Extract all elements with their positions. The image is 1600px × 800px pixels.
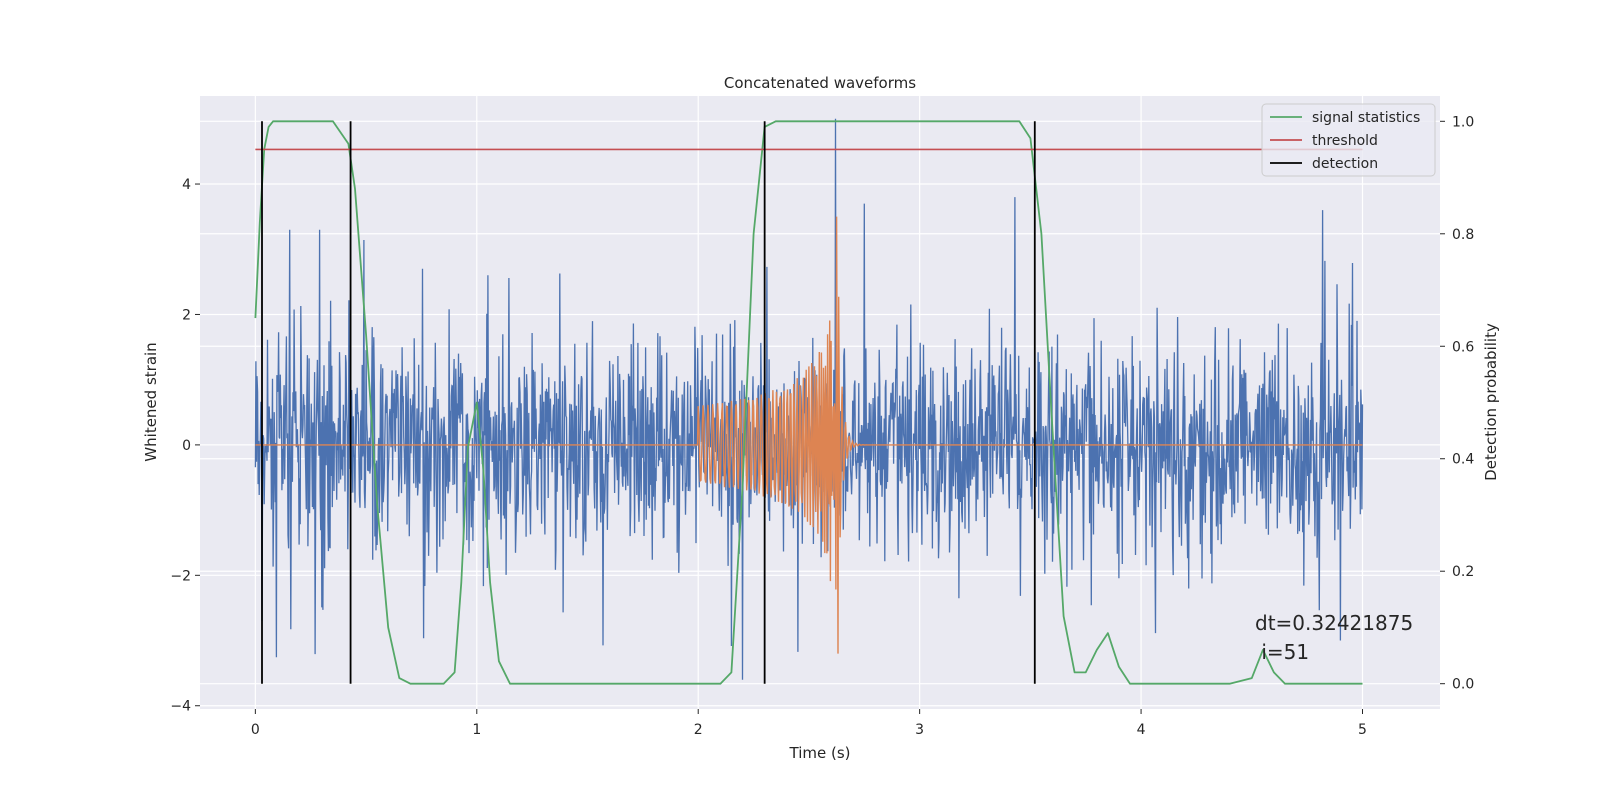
legend-label-statistics: signal statistics [1312,110,1420,126]
y2-tick-label: 0.0 [1452,677,1474,693]
x-tick-label: 4 [1137,722,1146,738]
y2-tick-label: 1.0 [1452,114,1474,130]
waveform-line [255,216,1363,654]
x-tick-label: 5 [1358,722,1367,738]
detection-series [261,121,1036,684]
y-axis-label: Whitened strain [142,342,160,461]
legend-label-threshold: threshold [1312,133,1378,149]
x-axis-ticks: 0 1 2 3 4 5 [251,709,1367,738]
annotation-index: i=51 [1255,640,1309,664]
legend-label-detection: detection [1312,156,1378,172]
x-axis-label: Time (s) [789,744,851,762]
y2-tick-label: 0.6 [1452,339,1474,355]
chart-title: Concatenated waveforms [724,74,916,92]
signal-statistics-line [254,120,1363,685]
x-tick-label: 1 [472,722,481,738]
annotation-dt: dt=0.32421875 [1255,611,1413,635]
x-tick-label: 2 [694,722,703,738]
waveform-series [255,216,1363,654]
y-tick-label: 2 [182,307,191,323]
y2-axis-ticks: 0.0 0.2 0.4 0.6 0.8 1.0 [1440,114,1474,693]
x-tick-label: 3 [915,722,924,738]
y2-tick-label: 0.8 [1452,227,1474,243]
y-tick-label: 4 [182,177,191,193]
legend-box [1261,103,1436,177]
y-tick-label: −2 [170,568,191,584]
y2-axis-label: Detection probability [1482,323,1500,481]
y-axis-ticks: −4 −2 0 2 4 [170,177,200,715]
x-tick-label: 0 [251,722,260,738]
y2-tick-label: 0.2 [1452,564,1474,580]
signal-statistics-series [254,120,1363,685]
y2-tick-label: 0.4 [1452,452,1474,468]
y-tick-label: −4 [170,699,191,715]
y-tick-label: 0 [182,438,191,454]
legend: signal statistics threshold detection [1261,103,1436,177]
